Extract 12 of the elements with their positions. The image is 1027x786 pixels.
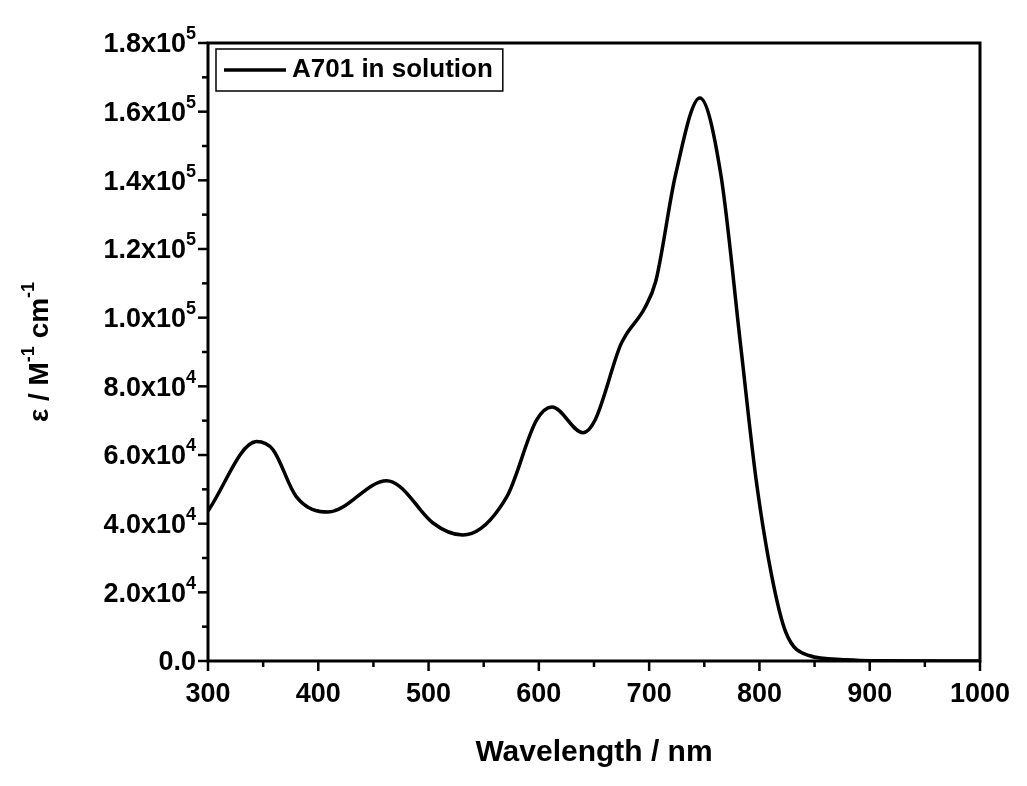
- legend-label: A701 in solution: [292, 53, 493, 84]
- x-axis-title: Wavelength / nm: [475, 734, 713, 768]
- x-tick-label: 300: [185, 678, 231, 709]
- y-tick-label: 0.0: [158, 646, 197, 677]
- x-tick-label: 400: [295, 678, 341, 709]
- x-tick-label: 1000: [949, 678, 1011, 709]
- x-tick-label: 500: [406, 678, 452, 709]
- y-axis-title: ε / M-1 cm-1: [17, 281, 54, 423]
- x-tick-label: 900: [847, 678, 893, 709]
- x-tick-label: 800: [736, 678, 782, 709]
- x-tick-label: 600: [516, 678, 562, 709]
- x-tick-label: 700: [626, 678, 672, 709]
